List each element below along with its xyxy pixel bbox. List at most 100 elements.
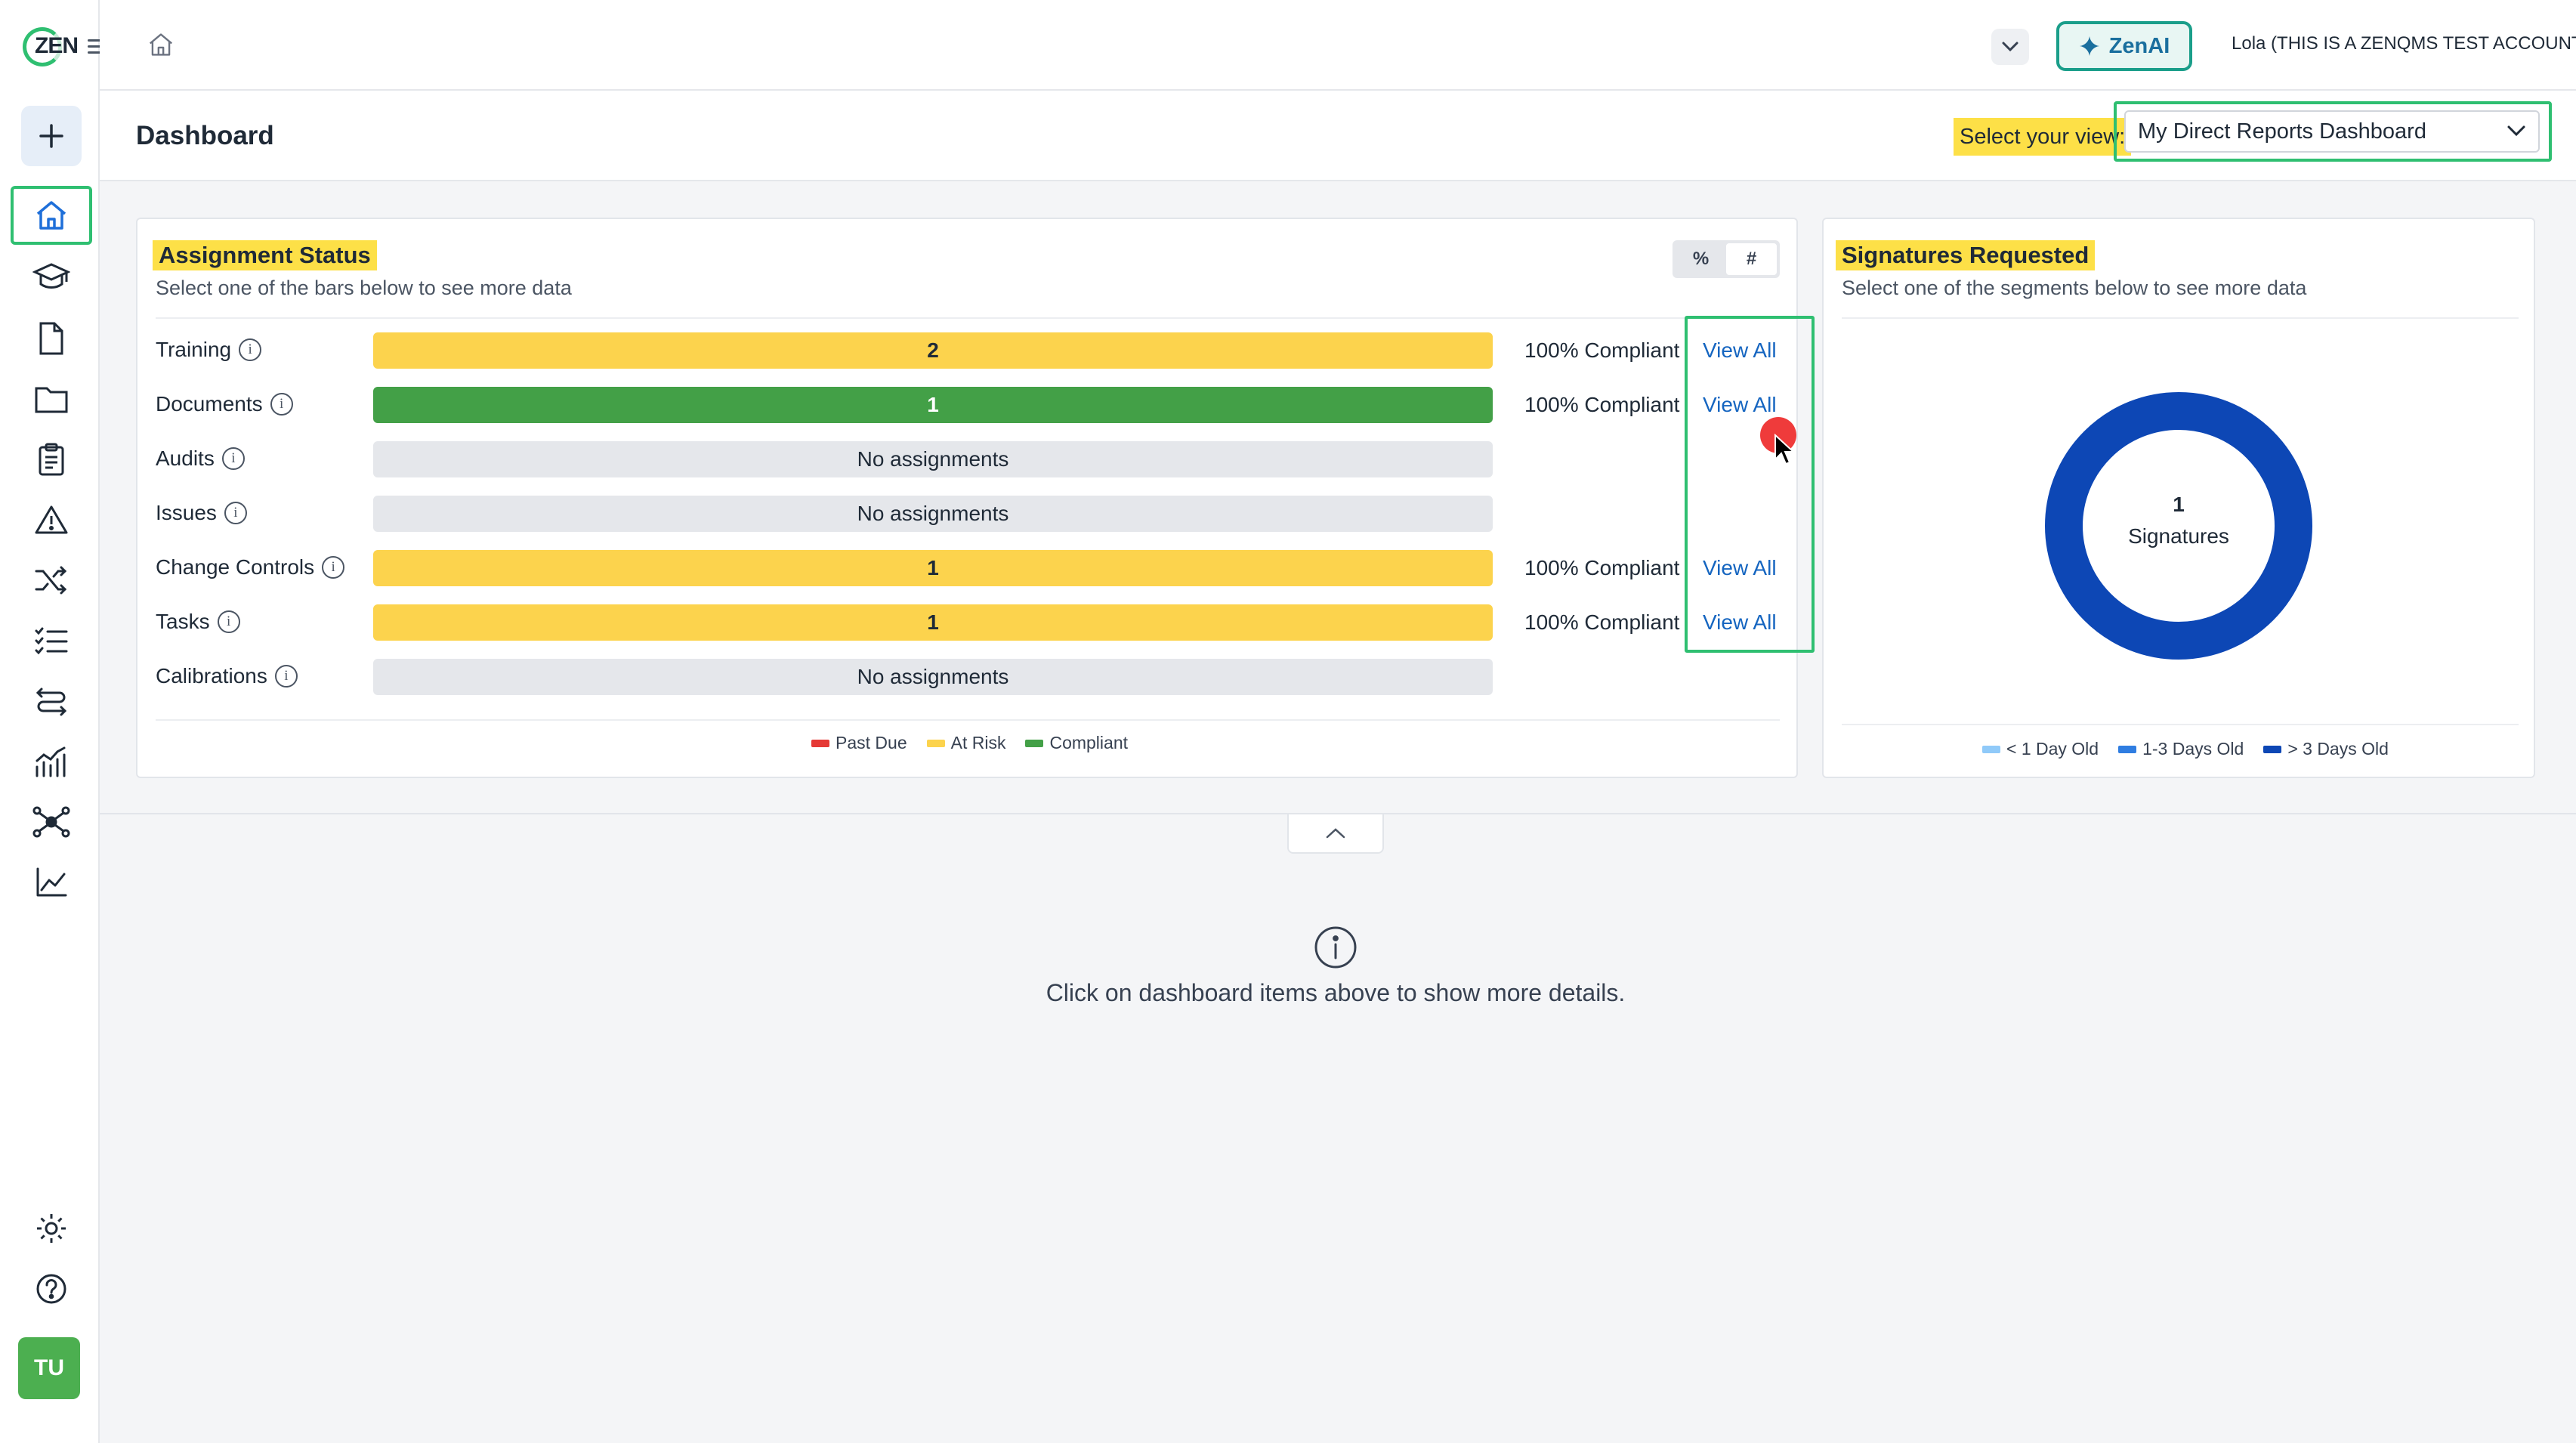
training-icon [32,263,70,289]
sidebar-item-home[interactable] [11,186,92,245]
row-label-calibrations: Calibrations i [156,659,298,694]
sidebar-item-help[interactable] [20,1262,83,1316]
menu-toggle-icon[interactable] [88,39,106,57]
compliance-documents: 100% Compliant [1524,393,1680,416]
info-icon[interactable]: i [221,447,245,470]
sidebar-item-suppliers[interactable] [20,795,83,849]
signatures-legend: < 1 Day Old 1-3 Days Old > 3 Days Old [1982,739,2389,759]
card-divider [1842,724,2519,725]
row-label-change-controls: Change Controls i [156,550,345,585]
legend-under-1-day[interactable]: < 1 Day Old [1982,739,2099,759]
donut-total-label: Signatures [2128,524,2229,548]
create-new-button[interactable] [21,106,82,166]
view-select[interactable]: My Direct Reports Dashboard [2124,110,2540,153]
sidebar-item-reports[interactable] [20,855,83,910]
dashboard-header: Dashboard Select your view: My Direct Re… [100,91,2576,181]
info-icon[interactable]: i [270,393,293,416]
sidebar-item-settings[interactable] [20,1201,83,1256]
card-divider [1842,317,2519,319]
bar-calibrations[interactable]: No assignments [373,659,1493,695]
mouse-pointer-icon [1774,434,1795,465]
zen-logo-ring [23,27,62,66]
page-title: Dashboard [136,121,274,150]
view-select-value: My Direct Reports Dashboard [2138,119,2426,144]
signatures-subtitle: Select one of the segments below to see … [1842,277,2307,299]
bar-documents[interactable]: 1 [373,387,1493,423]
bar-issues[interactable]: No assignments [373,496,1493,532]
view-all-documents-link[interactable]: View All [1703,393,1777,416]
assignment-status-card: Assignment Status Select one of the bars… [136,218,1798,778]
legend-past-due[interactable]: Past Due [811,733,907,753]
signatures-title: Signatures Requested [1836,240,2096,270]
sidebar-item-metrics[interactable] [20,734,83,789]
view-all-training-link[interactable]: View All [1703,338,1777,362]
info-icon[interactable]: i [239,338,262,361]
info-icon[interactable]: i [322,556,345,579]
toggle-percent[interactable]: % [1692,249,1710,269]
sparkle-icon [2079,36,2099,56]
compliance-tasks: 100% Compliant [1524,610,1680,634]
sidebar-item-workflows[interactable] [20,674,83,728]
network-icon [32,806,70,838]
info-icon[interactable]: i [224,502,247,524]
legend-at-risk[interactable]: At Risk [926,733,1005,753]
bar-training[interactable]: 2 [373,332,1493,369]
bar-tasks[interactable]: 1 [373,604,1493,641]
zenai-button[interactable]: ZenAI [2056,21,2192,71]
top-bar: ZenAI Lola (THIS IS A ZENQMS TEST ACCOUN… [100,0,2576,91]
warning-icon [35,505,68,534]
card-divider [156,317,1780,319]
zenai-label: ZenAI [2108,33,2170,58]
sidebar-item-issues[interactable] [20,493,83,547]
folder-icon [35,387,68,413]
chart-icon [36,746,66,777]
details-placeholder-message: Click on dashboard items above to show m… [1046,979,1626,1006]
compliance-change-controls: 100% Compliant [1524,556,1680,579]
row-label-text: Issues [156,501,217,524]
zen-logo[interactable]: ZEN [35,33,79,58]
analytics-icon [36,867,67,897]
sidebar-item-training[interactable] [20,251,83,305]
collapse-toggle-button[interactable] [1287,814,1384,854]
row-label-issues: Issues i [156,496,247,530]
breadcrumb-home[interactable] [147,30,175,63]
user-name[interactable]: Lola (THIS IS A ZENQMS TEST ACCOUNT) [2232,33,2576,54]
sidebar-item-folders[interactable] [20,372,83,426]
user-avatar[interactable]: TU [18,1337,80,1399]
home-outline-icon [149,33,173,56]
info-icon[interactable]: i [274,665,298,688]
view-all-tasks-link[interactable]: View All [1703,610,1777,634]
sidebar-item-tasks[interactable] [20,613,83,668]
shuffle-icon [35,566,67,595]
sidebar-item-audits[interactable] [20,432,83,487]
legend-label: > 3 Days Old [2287,739,2389,759]
home-icon [36,201,66,230]
bar-audits[interactable]: No assignments [373,441,1493,477]
compliance-training: 100% Compliant [1524,338,1680,362]
section-separator [100,813,2576,814]
view-all-highlight [1685,316,1815,653]
info-icon[interactable]: i [217,610,240,633]
legend-compliant[interactable]: Compliant [1025,733,1128,753]
row-label-documents: Documents i [156,387,293,422]
view-all-change-controls-link[interactable]: View All [1703,556,1777,579]
row-label-text: Calibrations [156,664,267,688]
row-label-text: Change Controls [156,555,315,579]
legend-label: Compliant [1049,733,1128,752]
legend-label: < 1 Day Old [2006,739,2099,759]
donut-segment-over-3-days[interactable] [2045,392,2312,660]
clipboard-icon [39,443,64,476]
legend-over-3-days[interactable]: > 3 Days Old [2263,739,2389,759]
bar-change-controls[interactable]: 1 [373,550,1493,586]
row-label-training: Training i [156,332,262,367]
view-select-highlight: My Direct Reports Dashboard [2114,101,2552,162]
sidebar-item-change-controls[interactable] [20,553,83,607]
toggle-count[interactable]: # [1726,243,1777,275]
expand-dropdown-button[interactable] [1991,29,2029,65]
card-divider [156,719,1780,721]
signatures-donut[interactable] [2043,390,2315,662]
sidebar-item-documents[interactable] [20,311,83,366]
donut-total: 1 [2173,493,2185,516]
legend-1-3-days[interactable]: 1-3 Days Old [2118,739,2244,759]
document-icon [39,322,63,355]
